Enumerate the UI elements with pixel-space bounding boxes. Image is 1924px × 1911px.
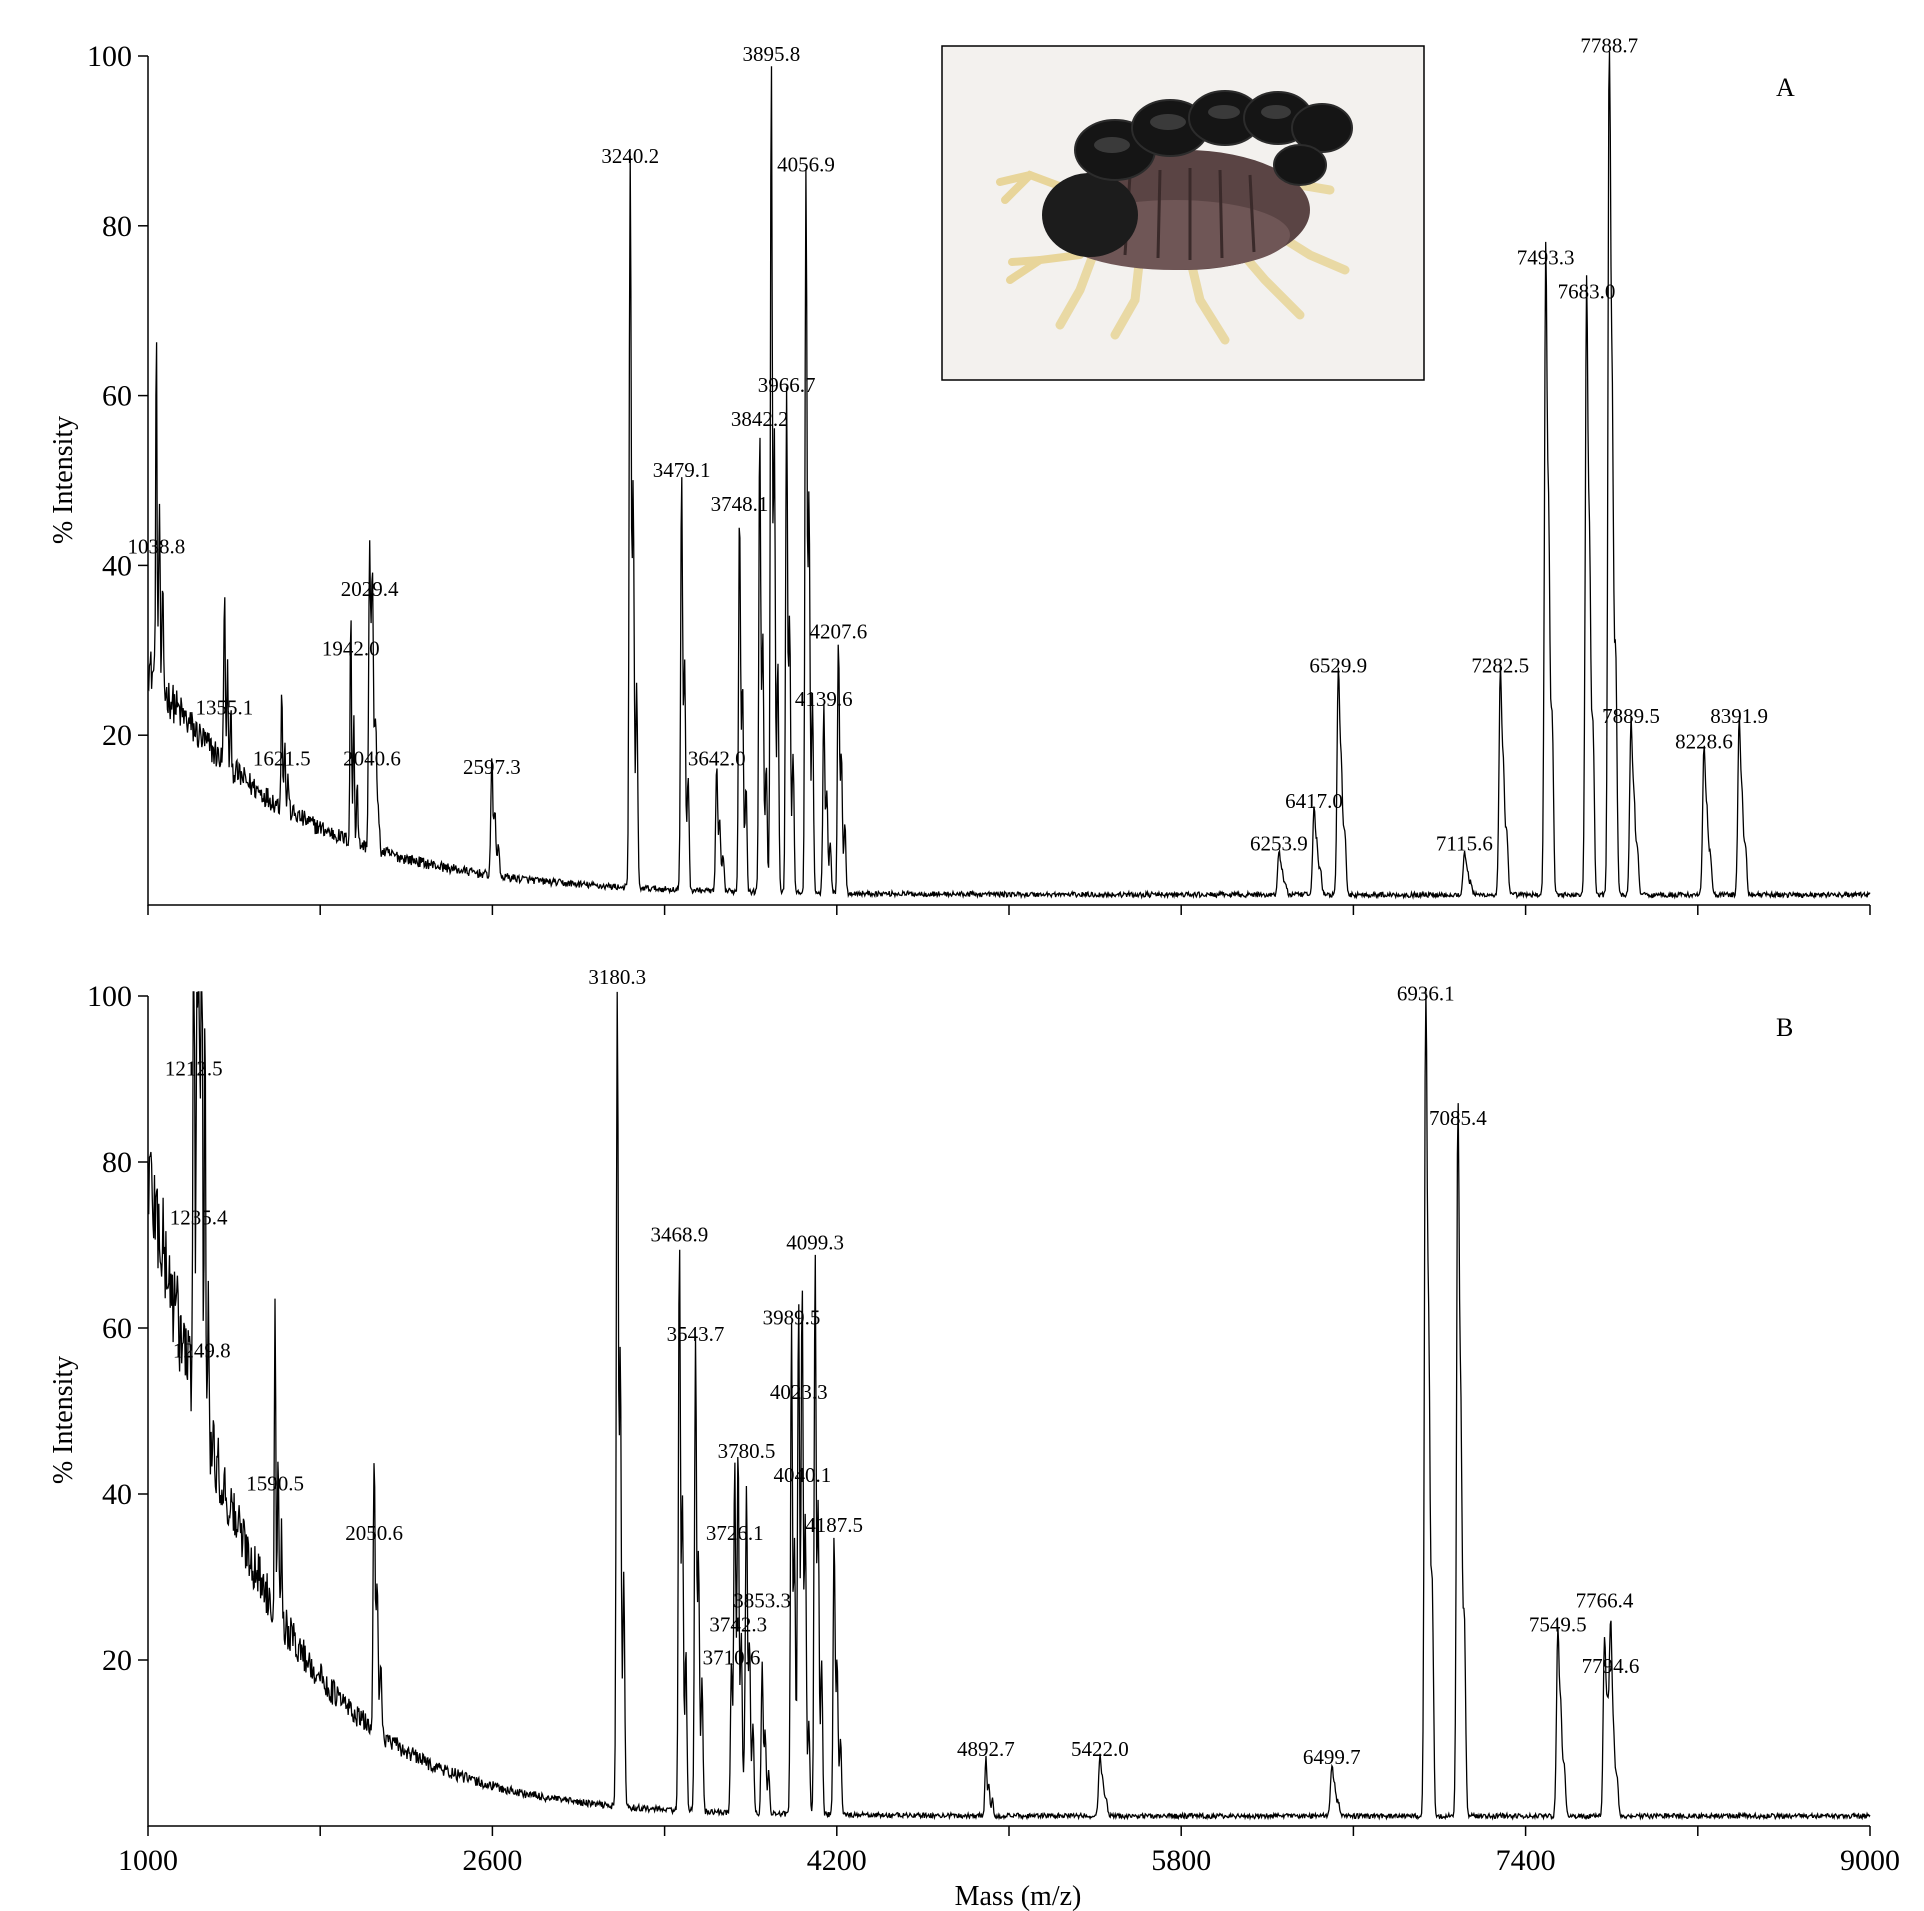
peak-label: 1212.5 (165, 1056, 223, 1080)
panel-b-x-axis-title: Mass (m/z) (955, 1881, 1082, 1911)
y-tick-label: 60 (102, 1312, 132, 1345)
y-tick-label: 80 (102, 1146, 132, 1179)
peak-label: 7282.5 (1471, 653, 1529, 677)
peak-label: 3742.3 (709, 1612, 767, 1636)
axis-line (147, 996, 1870, 1827)
y-tick-label: 20 (102, 719, 132, 752)
peak-label: 2040.6 (343, 747, 401, 771)
peak-label: 6499.7 (1303, 1745, 1361, 1769)
peak-label: 7766.4 (1576, 1588, 1634, 1612)
peak-label: 3895.8 (742, 42, 800, 66)
peak-label: 4207.6 (810, 619, 868, 643)
peak-label: 8391.9 (1710, 704, 1768, 728)
peak-label: 2597.3 (463, 755, 521, 779)
panel-b-y-axis-title: % Intensity (48, 1356, 79, 1484)
panel-b: 1000 2600 4200 5800 7400 9000 20 40 60 80 100 3180… (48, 965, 1900, 1911)
y-tick-label: 80 (102, 210, 132, 243)
y-tick-label: 40 (102, 1478, 132, 1511)
peak-label: 3468.9 (651, 1222, 709, 1246)
panel-b-peak-labels: 3180.3 6936.1 1212.5 7085.4 1235.4 3468.9 4099… (165, 965, 1640, 1769)
x-tick-label: 9000 (1840, 1844, 1900, 1877)
panel-a: 20 40 60 80 100 7788.7 3895.8 3240.2 4056.9 7493… (48, 33, 1871, 915)
x-tick-label: 2600 (462, 1844, 522, 1877)
panel-b-axes: 1000 2600 4200 5800 7400 9000 20 40 60 80 100 (87, 980, 1900, 1877)
panel-a-letter: A (1776, 73, 1795, 102)
peak-label: 3180.3 (588, 965, 646, 989)
peak-label: 4187.5 (805, 1513, 863, 1537)
peak-label: 7683.0 (1558, 280, 1616, 304)
peak-label: 1235.4 (170, 1206, 228, 1230)
peak-label: 4099.3 (786, 1231, 844, 1255)
peak-label: 3748.1 (711, 492, 769, 516)
peak-label: 1355.1 (196, 696, 254, 720)
peak-label: 2029.4 (341, 577, 399, 601)
peak-label: 3710.6 (703, 1646, 761, 1670)
peak-label: 1249.8 (173, 1339, 231, 1363)
peak-label: 6417.0 (1285, 789, 1343, 813)
peak-label: 4023.3 (770, 1380, 828, 1404)
peak-label: 7115.6 (1436, 832, 1493, 856)
peak-label: 7493.3 (1517, 246, 1575, 270)
peak-label: 3853.3 (733, 1588, 791, 1612)
panel-b-letter: B (1776, 1013, 1793, 1042)
peak-label: 3842.2 (731, 407, 789, 431)
peak-label: 6936.1 (1397, 982, 1455, 1006)
y-tick-label: 100 (87, 40, 132, 73)
x-tick-label: 7400 (1496, 1844, 1556, 1877)
peak-label: 1942.0 (322, 636, 380, 660)
peak-label: 5422.0 (1071, 1737, 1129, 1761)
panel-a-y-axis-title: % Intensity (48, 416, 79, 544)
peak-label: 4056.9 (777, 152, 835, 176)
x-tick-label: 5800 (1151, 1844, 1211, 1877)
peak-label: 8228.6 (1675, 730, 1733, 754)
peak-label: 3966.7 (758, 373, 816, 397)
y-tick-label: 100 (87, 980, 132, 1013)
peak-label: 3726.1 (706, 1521, 764, 1545)
peak-label: 3642.0 (688, 747, 746, 771)
peak-label: 7549.5 (1529, 1612, 1587, 1636)
peak-label: 1038.8 (127, 534, 185, 558)
peak-label: 7794.6 (1582, 1654, 1640, 1678)
x-tick-label: 4200 (807, 1844, 867, 1877)
peak-label: 2050.6 (345, 1521, 403, 1545)
peak-label: 7085.4 (1429, 1106, 1487, 1130)
peak-label: 1590.5 (246, 1471, 304, 1495)
y-tick-label: 40 (102, 549, 132, 582)
peak-label: 3543.7 (667, 1322, 725, 1346)
panel-a-spectrum-trace (147, 51, 1871, 900)
peak-label: 4892.7 (957, 1737, 1015, 1761)
peak-label: 7788.7 (1580, 33, 1638, 57)
panel-a-axes: 20 40 60 80 100 (87, 40, 1871, 915)
peak-label: 6529.9 (1309, 653, 1367, 677)
y-tick-label: 60 (102, 380, 132, 413)
scorpion-photo (941, 45, 1425, 381)
peak-label: 3240.2 (601, 144, 659, 168)
x-tick-label: 1000 (118, 1844, 178, 1877)
peak-label: 1621.5 (253, 747, 311, 771)
panel-b-spectrum-trace (147, 991, 1871, 1821)
panel-a-peak-labels: 7788.7 3895.8 3240.2 4056.9 7493.3 7683.0 3966… (127, 33, 1768, 855)
peak-label: 4139.6 (795, 687, 853, 711)
peak-label: 6253.9 (1250, 832, 1308, 856)
y-tick-label: 20 (102, 1644, 132, 1677)
peak-label: 3479.1 (653, 458, 711, 482)
peak-label: 7889.5 (1602, 704, 1660, 728)
peak-label: 4040.1 (774, 1463, 832, 1487)
peak-label: 3780.5 (718, 1439, 776, 1463)
peak-label: 3989.5 (763, 1305, 821, 1329)
